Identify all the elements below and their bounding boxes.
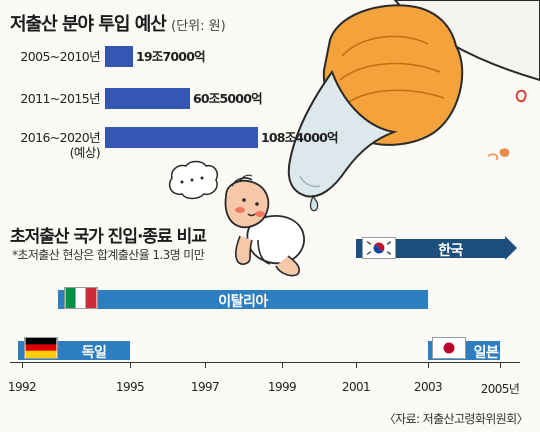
budget-value-label: 60조5000억 (193, 91, 263, 106)
korea-flag (362, 237, 396, 259)
timeline-tick-label: 1992 (7, 380, 37, 394)
timeline-ongoing-arrow (505, 236, 517, 260)
budget-category-sublabel: (예상) (69, 145, 101, 160)
timeline-chart-title: 초저출산 국가 진입·종료 비교 (10, 227, 207, 247)
timeline-tick (428, 362, 429, 368)
timeline-x-axis (10, 362, 520, 363)
timeline-tick (282, 362, 283, 368)
budget-bar (105, 127, 258, 148)
budget-category-label: 2016~2020년 (예상) (8, 130, 100, 160)
baby-bottle-icon (287, 0, 540, 212)
timeline-tick-label: 2001 (341, 380, 371, 394)
budget-value-label: 108조4000억 (261, 130, 338, 145)
timeline-tick-label: 1995 (115, 380, 145, 394)
budget-category-label-text: 2016~2020년 (20, 130, 100, 145)
japan-flag (432, 337, 466, 359)
italy-flag (64, 287, 98, 309)
thought-bubble-icon (168, 160, 218, 200)
timeline-series-label: 한국 (438, 243, 463, 259)
budget-category-label: 2005~2010년 (8, 49, 100, 64)
timeline-note: *초저출산 현상은 합계출산율 1.3명 미만 (12, 248, 205, 262)
budget-category-label-text: 2011~2015년 (20, 91, 100, 106)
budget-chart-title: 저출산 분야 투입 예산 (단위: 원) (10, 10, 226, 36)
timeline-tick-label: 1997 (190, 380, 220, 394)
timeline-tick (205, 362, 206, 368)
timeline-tick-label: 2003 (413, 380, 443, 394)
budget-value-label: 19조7000억 (136, 49, 206, 64)
timeline-series-label: 일본 (473, 345, 499, 361)
source-note: 〈자료: 저출산고령화위원회〉 (383, 412, 529, 426)
germany-flag (24, 337, 58, 359)
budget-bar (105, 88, 190, 109)
timeline-tick (130, 362, 131, 368)
timeline-tick (356, 362, 357, 368)
crawling-baby-icon (224, 174, 305, 277)
timeline-range-bar (58, 290, 428, 309)
budget-bar (105, 46, 133, 67)
timeline-tick-label: 1999 (267, 380, 297, 394)
budget-chart-unit: (단위: 원) (171, 19, 226, 34)
timeline-series-label: 독일 (81, 345, 107, 361)
budget-chart-title-text: 저출산 분야 투입 예산 (10, 14, 167, 35)
budget-category-label: 2011~2015년 (8, 91, 100, 106)
timeline-tick-label: 2005년 (480, 382, 520, 396)
timeline-tick (500, 362, 501, 368)
timeline-tick (22, 362, 23, 368)
budget-category-label-text: 2005~2010년 (20, 49, 100, 64)
timeline-series-label: 이탈리아 (218, 294, 268, 310)
